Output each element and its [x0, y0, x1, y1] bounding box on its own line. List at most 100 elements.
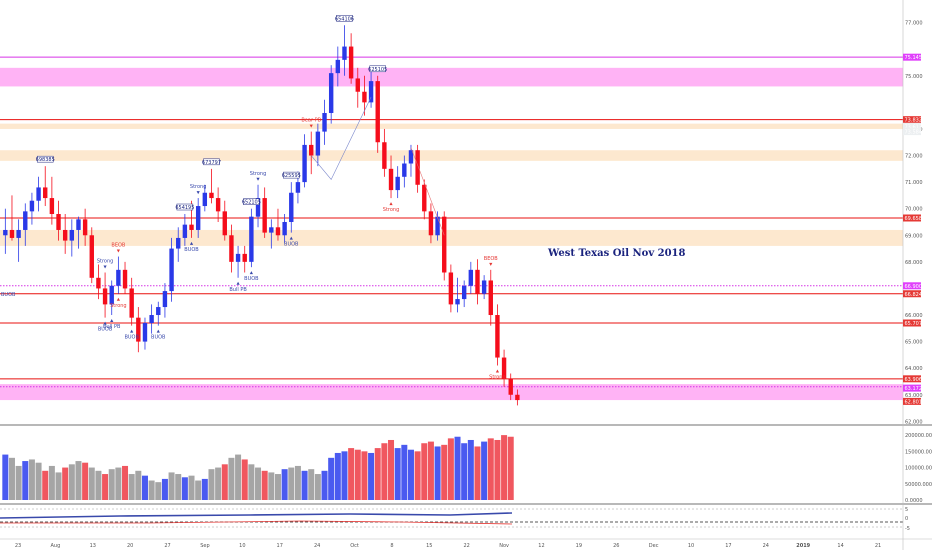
candle-body-76 — [508, 378, 513, 395]
volume-bar-20 — [135, 470, 142, 500]
candle-body-26 — [176, 237, 181, 249]
boxed-label-0: 698385 — [36, 157, 55, 163]
candle-body-5 — [36, 187, 41, 201]
volume-bar-34 — [228, 457, 235, 500]
signal-arrow-14 — [389, 202, 393, 206]
candle-body-13 — [89, 235, 94, 278]
signal-arrow-3 — [103, 321, 107, 325]
boxed-label-4: 654195 — [175, 205, 194, 211]
time-tick-12: 22 — [464, 543, 470, 549]
volume-bar-32 — [215, 467, 222, 500]
time-tick-8: 24 — [314, 543, 320, 549]
candle-body-24 — [162, 291, 168, 308]
volume-tick-2: 100000.0000 — [905, 466, 932, 472]
candle-body-46 — [309, 144, 314, 156]
candle-body-23 — [156, 307, 161, 316]
volume-bar-52 — [348, 448, 355, 500]
candle-body-7 — [49, 198, 55, 215]
time-tick-15: 19 — [576, 543, 582, 549]
volume-bar-49 — [328, 457, 335, 500]
candles-layer — [3, 25, 520, 406]
volume-bar-64 — [427, 441, 434, 500]
volume-bar-70 — [467, 439, 474, 500]
volume-bar-59 — [394, 448, 401, 500]
time-tick-17: Dec — [649, 543, 659, 549]
volume-bar-15 — [102, 474, 109, 500]
candle-body-44 — [295, 182, 301, 193]
volume-bar-16 — [108, 469, 115, 500]
signal-arrow-2 — [116, 297, 120, 301]
candle-body-74 — [495, 315, 500, 358]
candle-body-27 — [182, 224, 188, 238]
candle-body-59 — [395, 176, 400, 191]
candle-body-17 — [116, 269, 121, 286]
signal-label-3: BUOB — [98, 327, 113, 333]
signal-label-9: Bull PB — [229, 287, 247, 293]
candle-body-56 — [375, 81, 380, 143]
candle-body-15 — [102, 288, 108, 305]
osc-line-red — [0, 520, 513, 525]
price-tag-6: 66.824 — [905, 292, 923, 298]
signal-arrow-11 — [256, 177, 260, 181]
price-tick-6: 69.000 — [905, 233, 923, 239]
volume-bar-3 — [22, 461, 29, 500]
candle-body-70 — [468, 269, 474, 286]
price-tick-9: 65.000 — [905, 340, 923, 346]
candle-body-62 — [415, 150, 420, 185]
volume-bar-0 — [2, 454, 9, 500]
boxed-label-frame-0 — [36, 155, 54, 163]
time-tick-21: 2019 — [796, 543, 810, 549]
volume-bar-36 — [241, 459, 248, 500]
candle-body-72 — [481, 280, 487, 294]
price-tag-box-0 — [903, 53, 921, 61]
volume-bar-41 — [274, 474, 281, 500]
volume-bar-7 — [48, 465, 55, 500]
volume-bar-14 — [95, 470, 102, 500]
signal-arrow-9 — [236, 281, 240, 285]
candle-body-14 — [96, 277, 101, 289]
boxed-label-frame-2 — [336, 15, 353, 22]
oscillator-layer: 5 0 -5 — [0, 503, 932, 532]
volume-bar-26 — [175, 474, 182, 500]
volume-bar-39 — [261, 470, 268, 500]
volume-bar-66 — [441, 444, 448, 500]
price-tag-9: 63.172 — [905, 386, 923, 392]
time-tick-10: 8 — [390, 543, 393, 549]
candle-body-29 — [195, 206, 201, 230]
candle-body-25 — [169, 248, 174, 292]
candle-body-32 — [215, 198, 221, 212]
candle-body-2 — [16, 229, 21, 238]
volume-tick-0: 200000.0000 — [905, 433, 932, 439]
time-tick-6: 10 — [239, 543, 245, 549]
volume-bar-12 — [82, 462, 89, 500]
price-tag-box-10 — [903, 397, 921, 405]
volume-bar-24 — [161, 478, 168, 500]
price-tick-8: 66.000 — [905, 313, 923, 319]
volume-bar-29 — [195, 480, 202, 500]
candle-body-73 — [488, 280, 493, 316]
candle-body-68 — [455, 299, 460, 305]
candle-body-66 — [442, 216, 447, 273]
candle-body-12 — [82, 219, 88, 236]
candle-body-63 — [422, 184, 427, 212]
price-tag-box-4 — [903, 214, 921, 222]
candle-body-20 — [136, 317, 141, 342]
candle-body-0 — [3, 229, 8, 236]
candle-body-71 — [475, 269, 480, 294]
price-tick-4: 71.000 — [905, 180, 923, 186]
volume-bar-38 — [255, 467, 262, 500]
volume-bar-47 — [314, 474, 321, 500]
candle-body-34 — [229, 235, 234, 262]
time-tick-16: 26 — [613, 543, 619, 549]
volume-bar-55 — [368, 452, 375, 500]
volume-bar-23 — [155, 482, 162, 500]
volume-bar-63 — [421, 443, 428, 500]
volume-bar-8 — [55, 472, 62, 500]
zone-2 — [0, 150, 903, 161]
volume-bar-45 — [301, 470, 308, 500]
volume-bar-62 — [414, 451, 421, 500]
osc-tick-2: -5 — [905, 526, 910, 532]
